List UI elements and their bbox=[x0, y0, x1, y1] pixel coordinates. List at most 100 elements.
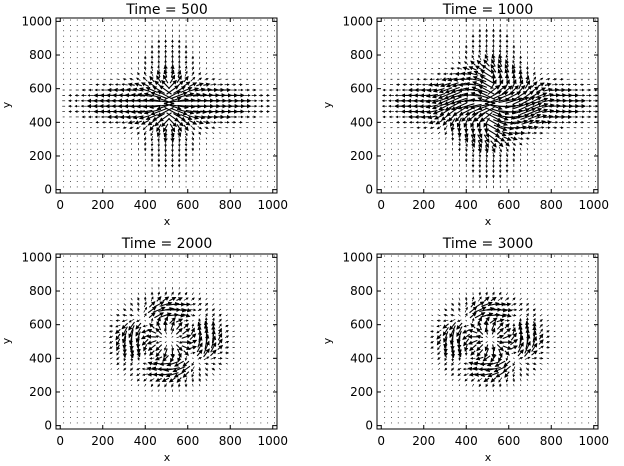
vector-arrow bbox=[547, 282, 549, 284]
vector-arrow bbox=[438, 303, 440, 306]
vector-arrow bbox=[581, 41, 583, 42]
vector-arrow bbox=[240, 159, 241, 161]
vector-arrow bbox=[90, 395, 92, 397]
vector-arrow bbox=[595, 363, 596, 365]
x-tick-label: 400 bbox=[134, 434, 157, 448]
vector-arrow bbox=[540, 422, 542, 424]
vector-arrow bbox=[70, 170, 71, 172]
vector-arrow bbox=[431, 261, 433, 262]
vector-arrow bbox=[462, 329, 470, 334]
vector-arrow bbox=[595, 314, 596, 316]
vector-arrow bbox=[567, 287, 569, 289]
vector-arrow bbox=[219, 181, 221, 182]
vector-arrow bbox=[274, 154, 275, 156]
vector-arrow bbox=[199, 277, 201, 278]
vector-arrow bbox=[117, 287, 119, 289]
vector-arrow bbox=[449, 319, 456, 323]
vector-arrow bbox=[233, 25, 235, 26]
vector-arrow bbox=[226, 395, 228, 397]
vector-arrow bbox=[253, 25, 255, 26]
vector-arrow bbox=[532, 367, 536, 371]
vector-arrow bbox=[581, 357, 583, 359]
vector-arrow bbox=[76, 406, 78, 408]
vector-arrow bbox=[438, 384, 440, 386]
vector-arrow bbox=[253, 314, 255, 316]
vector-arrow bbox=[151, 261, 153, 262]
y-tick-label: 400 bbox=[29, 115, 52, 129]
vector-arrow bbox=[253, 159, 255, 161]
vector-arrow bbox=[595, 165, 596, 166]
y-tick-label: 1000 bbox=[21, 250, 52, 264]
vector-arrow bbox=[164, 344, 167, 351]
vector-arrow bbox=[567, 422, 569, 424]
vector-arrow bbox=[588, 347, 590, 348]
x-tick-label: 800 bbox=[540, 434, 563, 448]
vector-arrow bbox=[198, 362, 201, 365]
vector-arrow bbox=[525, 362, 530, 365]
vector-arrow bbox=[267, 57, 269, 59]
plot-frame bbox=[55, 253, 278, 430]
vector-arrow bbox=[512, 319, 515, 322]
vector-arrow bbox=[274, 422, 275, 424]
vector-arrow bbox=[70, 159, 71, 161]
vector-arrow bbox=[70, 341, 71, 343]
vector-arrow bbox=[547, 287, 549, 289]
vector-arrow bbox=[404, 181, 406, 182]
vector-arrow bbox=[184, 135, 188, 142]
vector-arrow bbox=[124, 417, 126, 418]
vector-arrow bbox=[144, 401, 146, 402]
y-tick-label: 0 bbox=[44, 419, 52, 433]
vector-arrow bbox=[253, 293, 255, 295]
vector-arrow bbox=[246, 68, 248, 69]
vector-arrow bbox=[506, 406, 508, 408]
vector-arrow bbox=[499, 261, 501, 262]
vector-arrow bbox=[486, 123, 501, 132]
vector-arrow bbox=[561, 325, 562, 327]
vector-arrow bbox=[240, 186, 241, 188]
vector-arrow bbox=[411, 41, 413, 42]
vector-arrow bbox=[567, 411, 569, 413]
vector-arrow bbox=[97, 143, 99, 145]
vector-arrow bbox=[70, 271, 71, 273]
vector-arrow bbox=[76, 320, 78, 322]
vector-arrow bbox=[551, 83, 559, 86]
vector-arrow bbox=[267, 411, 269, 413]
vector-arrow bbox=[506, 119, 522, 125]
vector-arrow bbox=[486, 417, 488, 418]
vector-arrow bbox=[150, 317, 154, 323]
vector-arrow bbox=[444, 308, 448, 312]
vector-arrow bbox=[540, 175, 542, 177]
vector-arrow bbox=[465, 401, 467, 402]
vector-arrow bbox=[519, 60, 523, 66]
vector-arrow bbox=[240, 30, 241, 32]
vector-arrow bbox=[191, 71, 195, 76]
vector-arrow bbox=[260, 347, 262, 348]
vector-arrow bbox=[554, 186, 556, 188]
vector-arrow bbox=[546, 319, 549, 322]
vector-arrow bbox=[519, 362, 522, 365]
vector-arrow bbox=[540, 165, 542, 166]
vector-arrow bbox=[76, 347, 78, 348]
panel-2: Time = 1000 0 200 400 600 800 1000 0200400600… bbox=[321, 2, 609, 228]
vector-arrow bbox=[206, 186, 207, 188]
vector-arrow bbox=[527, 417, 528, 418]
vector-arrow bbox=[581, 143, 583, 145]
vector-arrow bbox=[233, 255, 235, 257]
vector-arrow bbox=[226, 143, 228, 145]
vector-arrow bbox=[90, 379, 92, 381]
vector-arrow bbox=[493, 417, 494, 418]
vector-arrow bbox=[143, 344, 148, 352]
vector-arrow bbox=[391, 30, 392, 32]
vector-arrow bbox=[124, 277, 126, 278]
vector-arrow bbox=[561, 287, 562, 289]
vector-arrow bbox=[183, 75, 189, 83]
vector-arrow bbox=[138, 422, 139, 424]
vector-arrow bbox=[595, 62, 596, 64]
vector-arrow bbox=[425, 51, 426, 53]
vector-arrow bbox=[225, 357, 229, 359]
vector-arrow bbox=[260, 282, 262, 284]
vector-arrow bbox=[131, 287, 133, 289]
vector-arrow bbox=[210, 342, 217, 353]
